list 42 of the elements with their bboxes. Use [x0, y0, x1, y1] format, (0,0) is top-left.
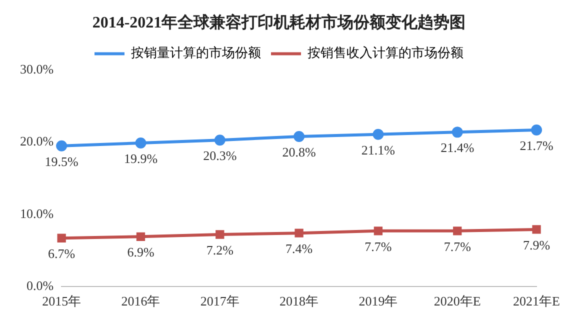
data-label: 21.1%	[361, 142, 396, 158]
point	[136, 232, 146, 242]
data-label: 7.9%	[522, 237, 550, 252]
x-tick-label: 2019年	[358, 294, 398, 309]
y-tick-label: 20.0%	[20, 134, 54, 149]
data-label: 19.5%	[44, 154, 79, 169]
data-label: 6.9%	[127, 244, 154, 260]
x-tick-label: 2020年E	[434, 294, 481, 309]
legend-label: 按销售收入计算的市场份额	[308, 46, 464, 62]
y-tick-label: 30.0%	[20, 62, 54, 77]
point	[216, 230, 224, 239]
data-label: 7.7%	[364, 238, 392, 254]
y-tick-label: 10.0%	[20, 206, 54, 221]
point	[532, 225, 541, 234]
point	[372, 128, 384, 140]
point	[56, 140, 68, 152]
chart-title: 2014-2021年全球兼容打印机耗材市场份额变化趋势图	[92, 12, 466, 32]
x-tick-label: 2017年	[200, 294, 240, 309]
point	[452, 126, 463, 138]
data-label: 7.4%	[286, 240, 313, 256]
data-label: 20.8%	[282, 144, 316, 160]
point	[374, 226, 383, 236]
point	[57, 234, 66, 242]
legend-label: 按销量计算的市场份额	[131, 46, 261, 62]
point	[294, 228, 304, 238]
data-label: 7.2%	[206, 242, 234, 258]
data-label: 21.4%	[440, 140, 474, 156]
data-label: 21.7%	[520, 138, 554, 153]
data-label: 20.3%	[203, 148, 237, 164]
data-label: 6.7%	[48, 246, 76, 262]
x-tick-label: 2021年E	[513, 294, 560, 309]
data-label: 19.9%	[124, 150, 158, 166]
point	[453, 226, 462, 236]
x-tick-label: 2015年	[42, 294, 82, 309]
y-tick-label: 0.0%	[26, 278, 54, 293]
x-tick-label: 2018年	[280, 294, 319, 309]
point	[294, 131, 305, 142]
x-tick-label: 2016年	[121, 294, 160, 309]
point	[531, 124, 542, 136]
data-label: 7.7%	[444, 238, 472, 254]
point	[214, 134, 226, 146]
point	[135, 137, 146, 148]
